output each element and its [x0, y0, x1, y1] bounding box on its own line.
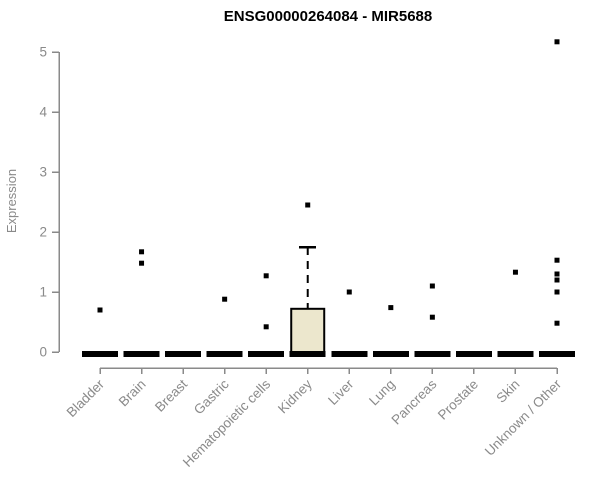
- outlier-point-skin: [512, 269, 518, 275]
- outlier-point-unknown-other: [554, 277, 560, 283]
- median-bar-breast: [165, 351, 202, 357]
- median-bar-unknown-other: [539, 351, 575, 357]
- outlier-point-unknown-other: [554, 289, 560, 295]
- x-tick-label: Skin: [493, 377, 522, 406]
- x-tick-label: Liver: [325, 376, 357, 408]
- y-tick-label: 4: [39, 105, 47, 120]
- x-tick-label: Bladder: [64, 376, 108, 420]
- y-tick-label: 3: [39, 165, 47, 180]
- outlier-points: [97, 39, 560, 330]
- x-tick-label: Pancreas: [389, 376, 440, 427]
- y-axis: 0 1 2 3 4 5: [39, 45, 60, 360]
- x-tick-label: Prostate: [435, 377, 481, 423]
- median-bar-skin: [497, 351, 534, 357]
- median-bar-bladder: [82, 351, 118, 357]
- y-tick-label: 5: [39, 45, 47, 60]
- y-tick-label: 1: [39, 285, 47, 300]
- outlier-point-unknown-other: [554, 320, 560, 326]
- outlier-point-unknown-other: [554, 271, 560, 277]
- median-bar-hematopoietic-cells: [248, 351, 285, 357]
- boxplots: [82, 245, 575, 357]
- x-tick-label: Brain: [116, 377, 149, 410]
- y-axis-label: Expression: [4, 169, 19, 233]
- y-tick-label: 2: [39, 225, 47, 240]
- median-bar-brain: [123, 351, 160, 357]
- outlier-point-lung: [388, 305, 394, 311]
- chart-title: ENSG00000264084 - MIR5688: [224, 8, 432, 25]
- outlier-point-brain: [139, 249, 145, 255]
- median-bar-prostate: [455, 351, 492, 357]
- x-tick-label: Breast: [152, 376, 190, 414]
- outlier-point-hematopoietic-cells: [263, 273, 269, 279]
- x-tick-label: Kidney: [275, 376, 315, 416]
- x-tick-label: Lung: [366, 377, 398, 409]
- outlier-point-hematopoietic-cells: [263, 324, 269, 330]
- y-tick-label: 0: [39, 345, 47, 360]
- median-bar-lung: [372, 351, 409, 357]
- outlier-point-bladder: [97, 307, 103, 313]
- outlier-point-unknown-other: [554, 257, 560, 263]
- median-bar-kidney: [289, 351, 326, 357]
- x-tick-label: Unknown / Other: [482, 376, 565, 459]
- outlier-point-gastric: [222, 296, 228, 302]
- outlier-point-pancreas: [429, 283, 435, 289]
- outlier-point-pancreas: [429, 314, 435, 320]
- box-kidney: [290, 307, 326, 353]
- outlier-point-kidney: [305, 202, 311, 208]
- outlier-point-brain: [139, 260, 145, 266]
- x-tick-label: Gastric: [191, 376, 232, 417]
- median-bar-liver: [331, 351, 368, 357]
- outlier-point-liver: [346, 289, 352, 295]
- outlier-point-unknown-other: [554, 39, 560, 45]
- median-bar-pancreas: [414, 351, 451, 357]
- median-bar-gastric: [206, 351, 243, 357]
